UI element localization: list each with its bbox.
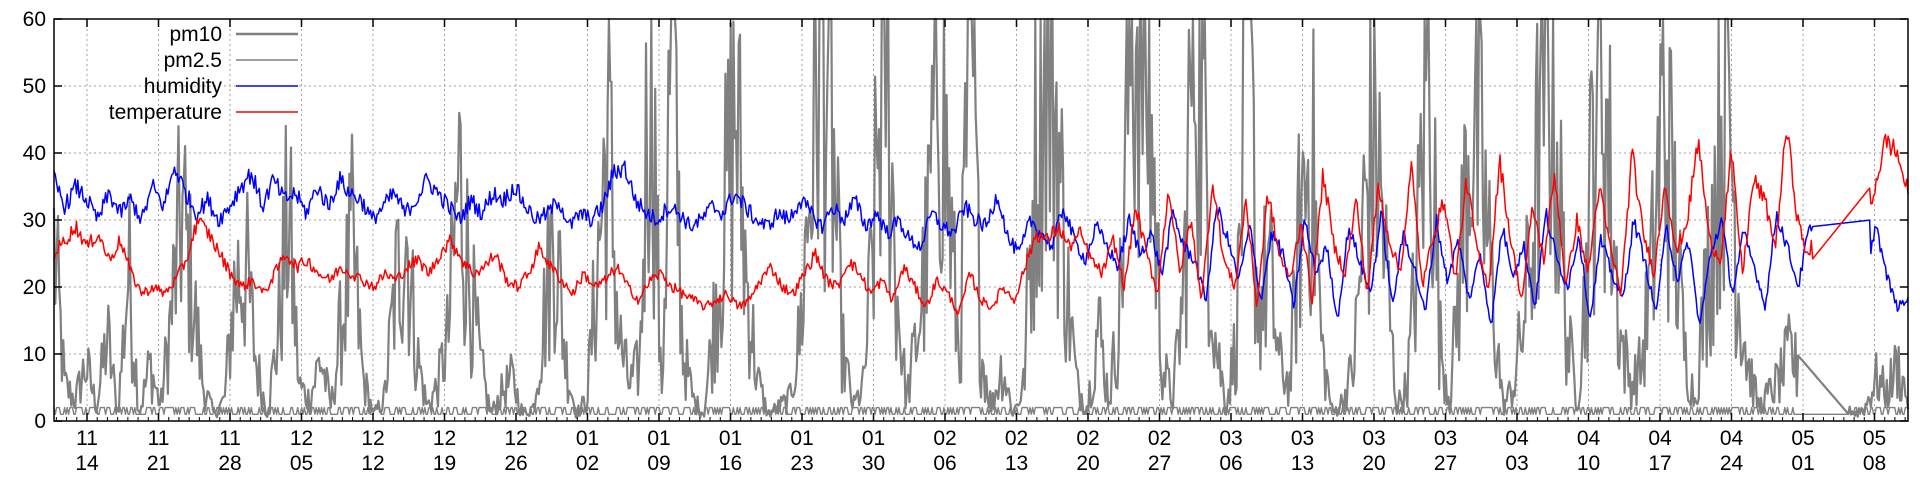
x-tick-label-month: 01 (862, 427, 885, 450)
x-tick-label-day: 06 (933, 452, 956, 475)
x-tick-label-month: 11 (219, 427, 241, 450)
x-tick-label-day: 30 (862, 452, 885, 475)
x-tick-label-day: 27 (1148, 452, 1171, 475)
x-tick-label-day: 05 (290, 452, 313, 475)
x-tick-label-month: 12 (290, 427, 313, 450)
x-tick-label-month: 12 (433, 427, 456, 450)
legend: pm10 pm2.5 humidity temperature (109, 23, 298, 124)
x-tick-label-month: 01 (576, 427, 599, 450)
x-tick-label-day: 28 (218, 452, 241, 475)
x-tick-label-day: 23 (790, 452, 813, 475)
x-tick-label-month: 04 (1720, 427, 1744, 450)
legend-label-humidity: humidity (144, 75, 223, 98)
x-tick-label-day: 20 (1362, 452, 1385, 475)
x-tick-label-day: 02 (576, 452, 599, 475)
x-tick-label-day: 13 (1291, 452, 1314, 475)
x-tick-label-month: 04 (1577, 427, 1601, 450)
series-line-pm2-5 (53, 406, 1909, 415)
x-tick-label-day: 09 (647, 452, 670, 475)
x-tick-label-day: 20 (1076, 452, 1099, 475)
x-tick-label-day: 06 (1219, 452, 1242, 475)
legend-label-temperature: temperature (109, 101, 222, 124)
y-tick-label: 10 (23, 343, 46, 366)
y-tick-label: 30 (23, 209, 46, 232)
x-tick-label-month: 11 (76, 427, 98, 450)
x-tick-label-month: 03 (1362, 427, 1385, 450)
grid-lines (54, 19, 1908, 421)
x-tick-label-month: 05 (1791, 427, 1814, 450)
y-tick-label: 20 (23, 276, 46, 299)
x-tick-label-month: 05 (1863, 427, 1886, 450)
y-tick-label: 60 (23, 8, 46, 31)
x-tick-label-day: 13 (1005, 452, 1028, 475)
y-tick-label: 40 (23, 142, 46, 165)
x-tick-label-day: 19 (433, 452, 456, 475)
x-tick-label-month: 04 (1648, 427, 1672, 450)
x-tick-label-month: 12 (504, 427, 527, 450)
x-tick-label-month: 01 (719, 427, 742, 450)
x-tick-label-day: 12 (361, 452, 384, 475)
legend-label-pm2-5: pm2.5 (164, 49, 222, 72)
x-tick-label-month: 02 (933, 427, 956, 450)
x-tick-label-day: 08 (1863, 452, 1886, 475)
y-tick-label: 50 (23, 75, 46, 98)
series-line-temperature (53, 133, 1909, 315)
x-tick-label-day: 03 (1505, 452, 1528, 475)
x-tick-label-day: 14 (75, 452, 99, 475)
x-tick-label-month: 11 (148, 427, 170, 450)
series-line-pm10 (52, 17, 1910, 419)
x-tick-label-day: 10 (1577, 452, 1600, 475)
x-tick-label-day: 24 (1720, 452, 1744, 475)
x-tick-label-month: 03 (1219, 427, 1242, 450)
x-tick-label-month: 03 (1434, 427, 1457, 450)
x-tick-label-month: 03 (1291, 427, 1314, 450)
x-tick-label-month: 02 (1148, 427, 1171, 450)
x-tick-label-month: 04 (1505, 427, 1529, 450)
x-tick-label-month: 01 (790, 427, 813, 450)
series-plot (52, 17, 1910, 419)
x-tick-label-day: 17 (1648, 452, 1671, 475)
x-tick-label-month: 12 (361, 427, 384, 450)
series-line-humidity (53, 160, 1909, 325)
x-tick-label-day: 27 (1434, 452, 1457, 475)
axes: 0102030405060111411211128120512121219122… (23, 8, 1908, 475)
x-tick-label-month: 02 (1005, 427, 1028, 450)
x-tick-label-day: 26 (504, 452, 527, 475)
y-tick-label: 0 (34, 410, 46, 433)
x-tick-label-day: 21 (147, 452, 170, 475)
x-tick-label-day: 16 (719, 452, 742, 475)
x-tick-label-month: 02 (1076, 427, 1099, 450)
legend-label-pm10: pm10 (169, 23, 222, 46)
x-tick-label-day: 01 (1791, 452, 1814, 475)
x-tick-label-month: 01 (647, 427, 670, 450)
